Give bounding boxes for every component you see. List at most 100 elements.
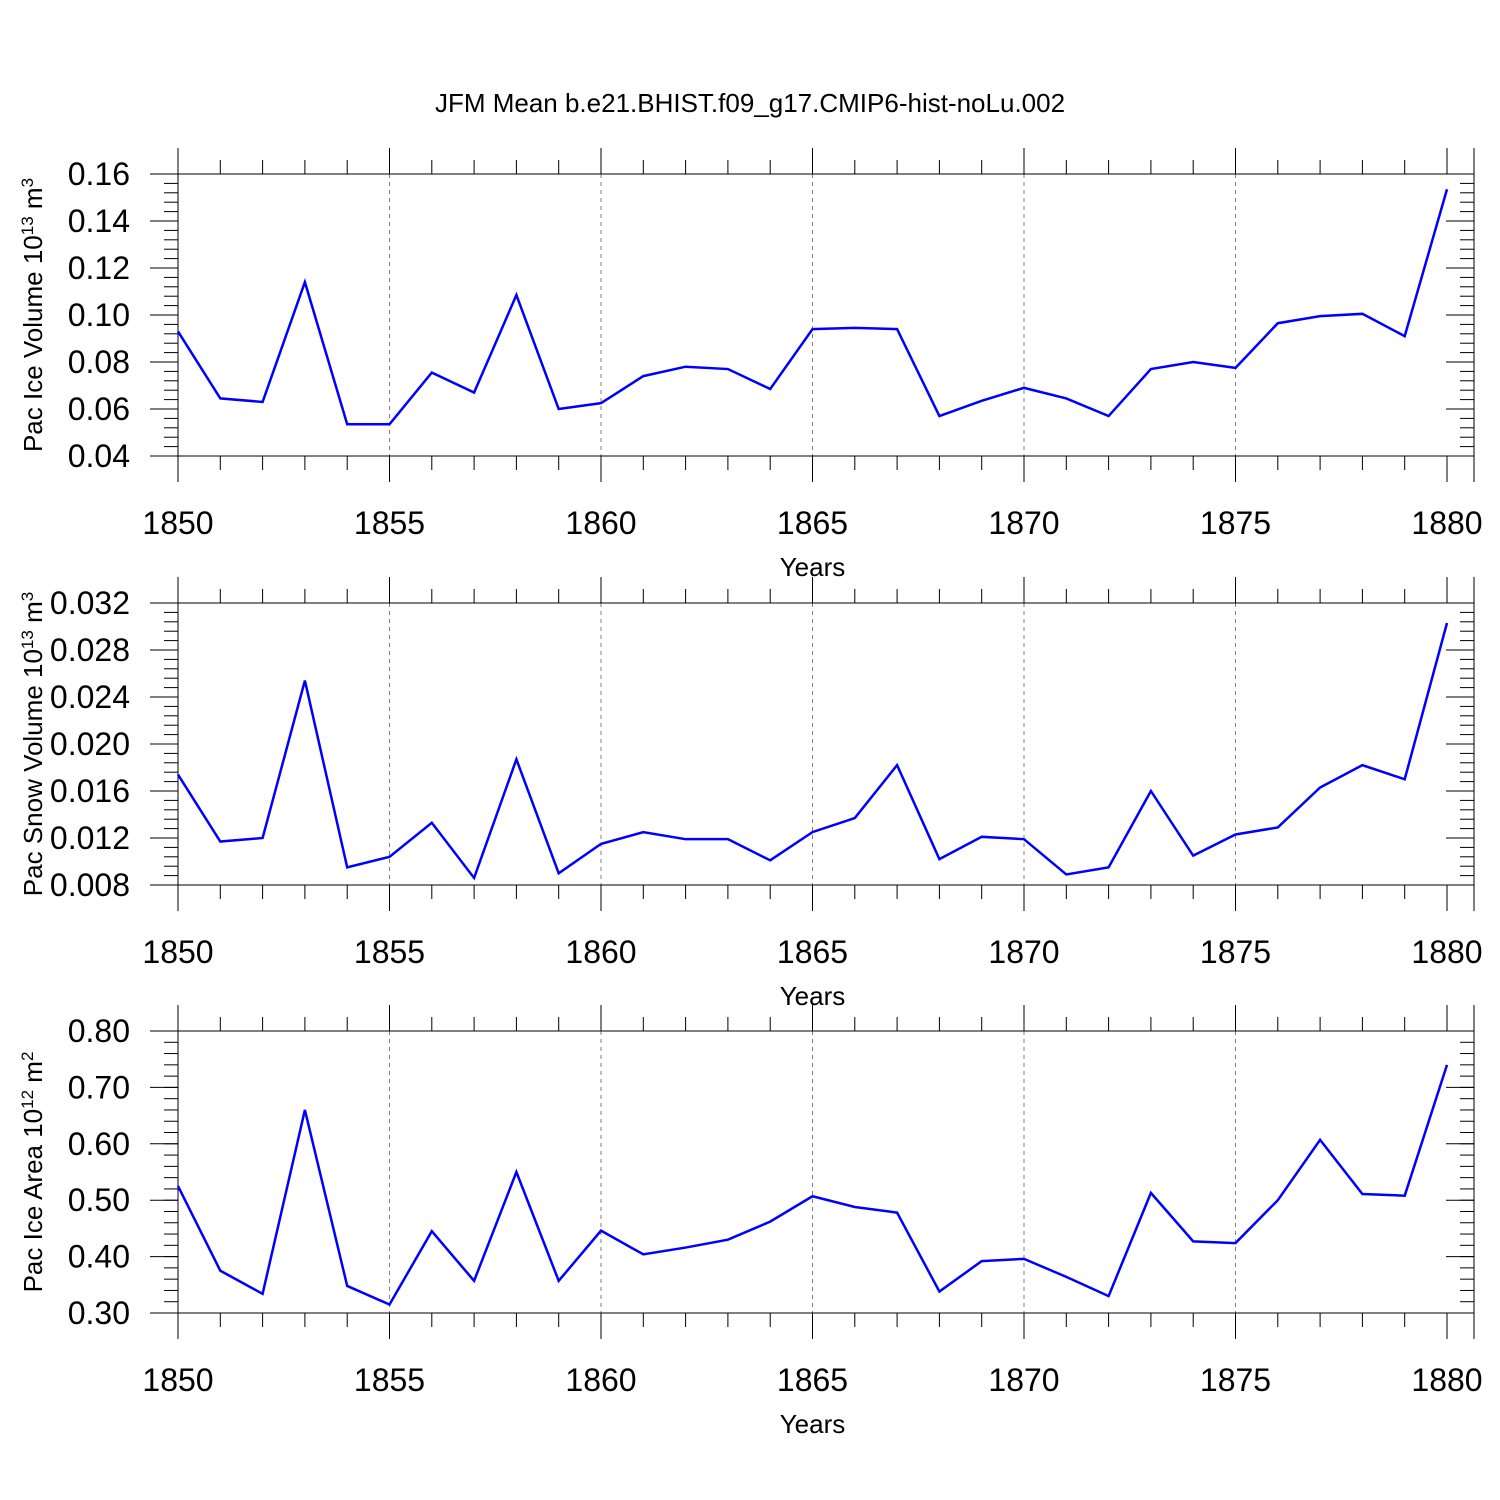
y-tick-label: 0.016 [50,773,130,809]
data-point [1148,1190,1153,1195]
y-axis-label-part: m [18,601,48,630]
data-point [260,399,265,404]
data-point [556,1278,561,1283]
y-axis-label: Pac Ice Area 1012 m2 [18,1052,49,1293]
data-point [1445,187,1450,192]
data-point [1022,385,1027,390]
data-point [1064,396,1069,401]
y-tick-label: 0.08 [68,344,130,380]
y-tick-label: 0.60 [68,1126,130,1162]
data-point [599,401,604,406]
data-point [641,374,646,379]
data-point [1360,1191,1365,1196]
x-tick-label: 1855 [354,1362,425,1398]
panel-2: 0.008 0.012 0.016 0.020 0.024 0.028 0.032 1850 1… [18,577,1483,1011]
data-point [260,836,265,841]
data-point [768,387,773,392]
data-point [302,678,307,683]
data-point [302,1107,307,1112]
data-point [1318,314,1323,319]
y-tick-label: 0.012 [50,820,130,856]
x-axis-label: Years [780,1409,846,1439]
data-point [810,1194,815,1199]
y-tick-label: 0.80 [68,1013,130,1049]
x-tick-label: 1875 [1200,934,1271,970]
data-point [1402,334,1407,339]
data-point [937,1289,942,1294]
data-point [1064,872,1069,877]
y-axis-label-superscript: 13 [18,216,37,235]
data-point [641,1252,646,1257]
y-axis-label-part: Pac Ice Area 10 [18,1109,48,1293]
x-tick-label: 1865 [777,505,848,541]
y-tick-label: 0.020 [50,726,130,762]
data-point [1022,837,1027,842]
data-point [514,757,519,762]
y-tick-label: 0.70 [68,1069,130,1105]
x-tick-label: 1875 [1200,505,1271,541]
data-point [260,1291,265,1296]
data-point [725,367,730,372]
data-point [1233,365,1238,370]
y-axis-label-part: m [18,187,48,216]
data-point [979,1259,984,1264]
data-point [852,325,857,330]
data-point [852,816,857,821]
series-line [176,188,1449,426]
y-tick-label: 0.50 [68,1182,130,1218]
data-point [895,327,900,332]
data-point [1106,865,1111,870]
data-point [429,1229,434,1234]
x-tick-label: 1850 [142,1362,213,1398]
x-tick-label: 1870 [988,934,1059,970]
data-point [472,1278,477,1283]
x-tick-label: 1865 [777,1362,848,1398]
x-tick-label: 1855 [354,505,425,541]
data-point [556,407,561,412]
y-axis-label-part: Pac Ice Volume 10 [18,235,48,452]
y-tick-label: 0.14 [68,203,130,239]
y-axis-label-part: Pac Snow Volume 10 [18,649,48,896]
y-tick-label: 0.16 [68,156,130,192]
x-tick-label: 1860 [565,505,636,541]
y-axis-label: Pac Snow Volume 1013 m3 [18,592,49,896]
x-tick-label: 1860 [565,934,636,970]
y-tick-label: 0.024 [50,679,130,715]
data-point [302,280,307,285]
data-point [895,1210,900,1215]
data-point [1445,620,1450,625]
y-axis-label-part: m [18,1061,48,1090]
data-point [1106,414,1111,419]
data-point [1360,311,1365,316]
data-point [768,858,773,863]
x-tick-label: 1880 [1411,1362,1482,1398]
data-point [429,370,434,375]
data-point [429,820,434,825]
x-tick-label: 1880 [1411,934,1482,970]
data-point [218,396,223,401]
y-axis-label: Pac Ice Volume 1013 m3 [18,178,49,452]
panel-3: 0.30 0.40 0.50 0.60 0.70 0.80 1850 1855 1860 1865… [18,1005,1483,1439]
data-point [599,1228,604,1233]
data-point [768,1219,773,1224]
data-point [683,1245,688,1250]
data-point [852,1204,857,1209]
data-point [1275,1198,1280,1203]
data-point [345,1283,350,1288]
y-axis-label-superscript: 2 [18,1052,37,1061]
y-tick-label: 0.12 [68,250,130,286]
y-axis-label-superscript: 3 [18,592,37,601]
data-point [810,327,815,332]
data-point [345,865,350,870]
data-point [1064,1274,1069,1279]
y-tick-label: 0.06 [68,391,130,427]
y-axis-label-superscript: 13 [18,630,37,649]
y-axis-label-superscript: 12 [18,1090,37,1109]
x-tick-label: 1865 [777,934,848,970]
x-tick-label: 1850 [142,934,213,970]
x-tick-label: 1860 [565,1362,636,1398]
data-point [1191,360,1196,365]
y-tick-label: 0.028 [50,632,130,668]
y-tick-label: 0.30 [68,1295,130,1331]
data-point [1191,1239,1196,1244]
